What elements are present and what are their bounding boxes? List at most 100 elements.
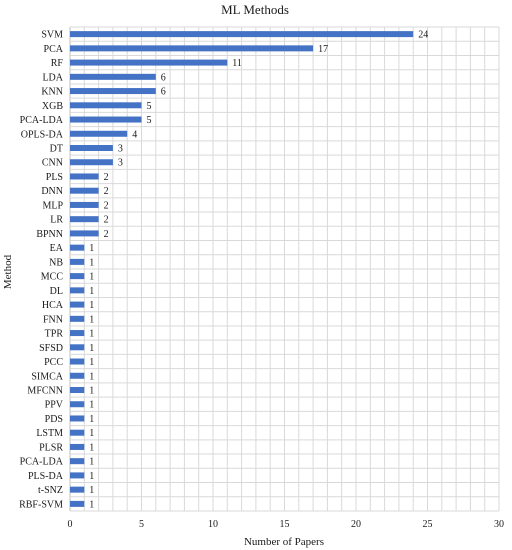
category-label: CNN <box>42 158 63 169</box>
category-label: HCA <box>42 300 64 311</box>
x-tick-label: 20 <box>351 519 361 530</box>
category-label: SIMCA <box>31 371 63 382</box>
category-label: SVM <box>41 30 63 41</box>
category-label: RF <box>51 58 64 69</box>
bar <box>70 73 156 80</box>
data-label: 1 <box>89 400 94 411</box>
bar <box>70 315 85 322</box>
data-label: 3 <box>118 158 123 169</box>
data-label: 1 <box>89 471 94 482</box>
bar <box>70 415 85 422</box>
category-label: EA <box>50 243 64 254</box>
category-label: PPV <box>45 400 64 411</box>
category-label: PCC <box>44 357 63 368</box>
category-label: LDA <box>42 72 63 83</box>
bar <box>70 102 142 109</box>
category-label: MFCNN <box>27 386 63 397</box>
data-label: 2 <box>104 229 109 240</box>
x-tick-label: 5 <box>139 519 144 530</box>
data-label: 1 <box>89 300 94 311</box>
bar <box>70 173 99 180</box>
bar <box>70 358 85 365</box>
data-label: 1 <box>89 414 94 425</box>
bar <box>70 216 99 223</box>
category-label: MCC <box>41 272 64 283</box>
bar <box>70 130 128 137</box>
bar <box>70 344 85 351</box>
y-axis-label: Method <box>2 254 14 289</box>
bar <box>70 372 85 379</box>
data-label: 2 <box>104 172 109 183</box>
bar <box>70 472 85 479</box>
category-label: DL <box>50 286 63 297</box>
bar <box>70 45 314 52</box>
data-label: 1 <box>89 485 94 496</box>
x-tick-label: 15 <box>280 519 290 530</box>
bar <box>70 201 99 208</box>
category-label: OPLS-DA <box>21 129 64 140</box>
category-label: PCA-LDA <box>20 115 64 126</box>
bar <box>70 486 85 493</box>
category-label: PLS-DA <box>28 471 64 482</box>
category-label: BPNN <box>36 229 63 240</box>
bar <box>70 145 113 151</box>
data-label: 1 <box>89 257 94 268</box>
bar <box>70 429 85 436</box>
bar <box>70 244 85 251</box>
data-label: 1 <box>89 442 94 453</box>
data-label: 4 <box>132 129 137 140</box>
category-label: TPR <box>45 329 64 340</box>
data-label: 24 <box>418 30 428 41</box>
category-label: FNN <box>43 314 63 325</box>
x-tick-label: 10 <box>208 519 218 530</box>
data-label: 1 <box>89 457 94 468</box>
data-label: 1 <box>89 343 94 354</box>
data-label: 5 <box>147 101 152 112</box>
data-label: 3 <box>118 144 123 155</box>
x-tick-label: 0 <box>68 519 73 530</box>
data-label: 1 <box>89 499 94 510</box>
data-label: 1 <box>89 243 94 254</box>
category-labels: SVM PCA RF LDA KNN XGB PCA-LDA OPLS-DA DT CNN PLS D… <box>19 30 64 511</box>
data-label: 5 <box>147 115 152 126</box>
category-label: XGB <box>42 101 63 112</box>
bar <box>70 258 85 265</box>
gridlines <box>69 26 500 512</box>
category-label: PCA-LDA <box>20 457 64 468</box>
bar <box>70 187 99 194</box>
category-label: DT <box>50 144 63 155</box>
data-label: 6 <box>161 72 166 83</box>
bar <box>70 387 85 393</box>
data-label: 1 <box>89 371 94 382</box>
bar <box>70 443 85 450</box>
bar <box>70 273 85 280</box>
category-label: SFSD <box>39 343 63 354</box>
bar <box>70 116 142 123</box>
data-label: 2 <box>104 186 109 197</box>
data-label: 1 <box>89 386 94 397</box>
data-label: 1 <box>89 314 94 325</box>
bar <box>70 500 85 507</box>
x-tick-label: 25 <box>423 519 433 530</box>
x-tick-labels: 0 5 10 15 20 25 30 <box>68 519 505 530</box>
x-axis-label: Number of Papers <box>244 536 324 548</box>
bar <box>70 59 228 66</box>
category-label: MLP <box>42 200 63 211</box>
category-label: PCA <box>44 44 64 55</box>
data-label: 6 <box>161 87 166 98</box>
category-label: DNN <box>41 186 63 197</box>
category-label: NB <box>49 257 63 268</box>
data-label: 1 <box>89 286 94 297</box>
bar <box>70 301 85 308</box>
data-label: 1 <box>89 272 94 283</box>
bars <box>70 31 414 507</box>
category-label: LR <box>50 215 63 226</box>
bar <box>70 230 99 237</box>
data-label: 1 <box>89 428 94 439</box>
category-label: RBF-SVM <box>19 499 63 510</box>
bar <box>70 330 85 337</box>
bar <box>70 401 85 408</box>
